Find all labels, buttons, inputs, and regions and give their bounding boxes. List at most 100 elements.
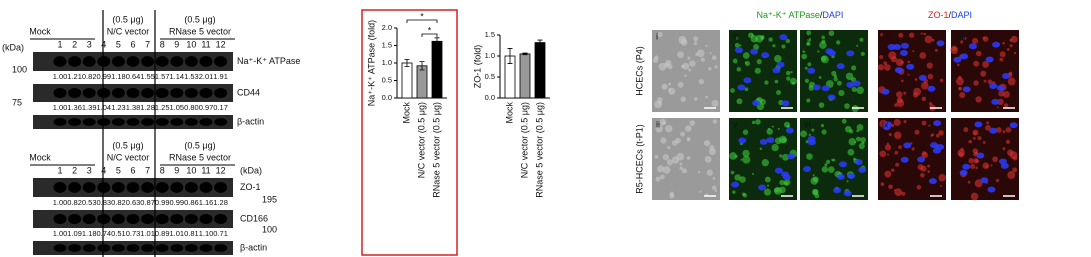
nucleus — [906, 63, 915, 70]
stain-name: ZO-1 — [928, 10, 949, 20]
nucleus — [807, 139, 816, 146]
texture — [855, 136, 861, 142]
texture — [764, 176, 771, 183]
band — [199, 56, 213, 67]
panel-label: vi — [804, 119, 811, 129]
texture — [983, 79, 987, 83]
quant-value: 0.82 — [67, 198, 82, 207]
texture — [680, 96, 687, 103]
band — [68, 213, 82, 225]
panel-label: iii — [733, 31, 739, 41]
y-tick-label: 0.0 — [485, 93, 495, 102]
texture — [711, 55, 717, 61]
category-label: RNase 5 vector (0.5 μg) — [534, 102, 544, 198]
texture — [922, 151, 927, 156]
texture — [740, 158, 743, 161]
lane-number: 6 — [130, 165, 135, 175]
nucleus — [976, 152, 985, 159]
texture — [791, 81, 795, 85]
texture — [893, 189, 896, 192]
panel-label: viii — [955, 31, 966, 41]
band — [141, 213, 155, 225]
band — [214, 56, 228, 67]
quant-value: 1.39 — [82, 103, 97, 112]
texture — [890, 168, 895, 173]
band — [53, 118, 67, 126]
lane-number: 12 — [216, 39, 226, 49]
nucleus — [987, 186, 996, 193]
micrograph — [729, 30, 797, 112]
texture — [698, 78, 705, 85]
texture — [1007, 171, 1016, 179]
band — [97, 244, 111, 252]
texture — [938, 130, 944, 136]
stain-name: DAPI — [951, 10, 972, 20]
nucleus — [996, 85, 1005, 92]
texture — [927, 164, 930, 168]
band — [199, 213, 213, 225]
nucleus — [899, 50, 908, 57]
texture — [682, 62, 690, 70]
band — [68, 87, 82, 99]
texture — [901, 79, 904, 83]
texture — [893, 118, 901, 126]
lane-number: 3 — [87, 165, 92, 175]
texture — [968, 157, 974, 164]
texture — [675, 137, 681, 144]
texture — [1002, 130, 1006, 134]
texture — [907, 60, 911, 64]
nucleus — [932, 147, 941, 154]
quant-value: 0.82 — [82, 72, 97, 81]
texture — [821, 35, 825, 40]
band-label: β-actin — [240, 242, 267, 252]
texture — [825, 159, 831, 164]
texture — [802, 50, 806, 54]
stain-name: / — [820, 10, 823, 20]
texture — [729, 152, 737, 160]
band-label: CD44 — [237, 87, 260, 97]
texture — [682, 168, 688, 174]
nucleus — [959, 169, 968, 176]
texture — [742, 149, 750, 157]
texture — [814, 193, 820, 199]
texture — [963, 36, 967, 40]
nucleus — [786, 153, 795, 160]
texture — [956, 77, 964, 86]
texture — [694, 97, 698, 101]
texture — [851, 65, 857, 71]
quant-value: 1.25 — [155, 103, 170, 112]
nucleus — [900, 42, 909, 49]
lane-number: 9 — [174, 165, 179, 175]
nucleus — [776, 61, 785, 68]
band-label: β-actin — [237, 116, 264, 126]
texture — [903, 119, 907, 124]
texture — [693, 41, 698, 46]
texture — [914, 129, 920, 135]
category-label: N/C vector (0.5 μg) — [519, 102, 529, 178]
texture — [790, 70, 793, 74]
nucleus — [903, 142, 912, 149]
texture — [896, 91, 903, 98]
texture — [693, 36, 699, 42]
texture — [938, 173, 946, 182]
nucleus — [807, 67, 816, 74]
texture — [662, 166, 671, 174]
texture — [739, 44, 742, 47]
band — [170, 244, 184, 252]
texture — [734, 174, 741, 181]
amount-label: (0.5 μg) — [184, 140, 215, 150]
texture — [1006, 48, 1010, 51]
texture — [977, 136, 982, 141]
texture — [973, 60, 980, 67]
lane-number: 1 — [57, 39, 62, 49]
texture — [711, 99, 719, 108]
texture — [767, 127, 771, 131]
category-label: Mock — [401, 102, 411, 124]
quant-value: 1.18 — [82, 229, 97, 238]
amount-label: (0.5 μg) — [112, 14, 143, 24]
quant-value: 0.89 — [155, 229, 170, 238]
nucleus — [962, 86, 971, 93]
texture — [973, 80, 979, 86]
texture — [975, 50, 982, 57]
